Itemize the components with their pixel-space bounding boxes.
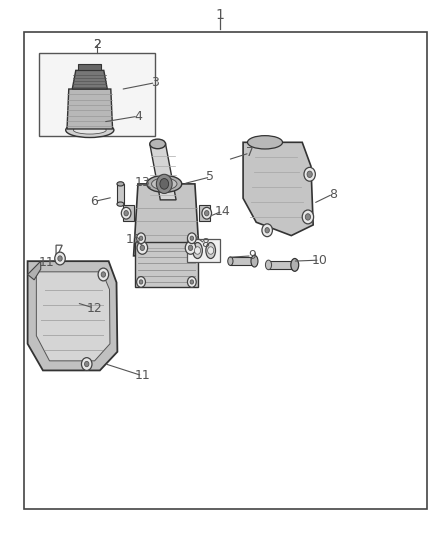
Circle shape xyxy=(101,272,106,277)
Ellipse shape xyxy=(228,257,233,265)
Bar xyxy=(135,242,198,287)
Ellipse shape xyxy=(251,255,258,267)
Bar xyxy=(230,257,254,265)
Ellipse shape xyxy=(291,259,299,271)
Polygon shape xyxy=(134,184,199,256)
Text: 3: 3 xyxy=(152,76,159,89)
Circle shape xyxy=(156,174,172,193)
Polygon shape xyxy=(243,142,313,236)
Text: 8: 8 xyxy=(329,188,337,200)
Text: 15: 15 xyxy=(126,233,142,246)
Ellipse shape xyxy=(206,243,215,259)
Circle shape xyxy=(81,358,92,370)
Text: 1: 1 xyxy=(216,8,225,22)
Polygon shape xyxy=(28,261,41,280)
Text: 9: 9 xyxy=(248,249,256,262)
Circle shape xyxy=(304,167,315,181)
Bar xyxy=(117,184,124,204)
Text: 2: 2 xyxy=(93,38,101,51)
Circle shape xyxy=(262,224,272,237)
Circle shape xyxy=(307,171,312,177)
Circle shape xyxy=(187,233,196,244)
Circle shape xyxy=(137,277,145,287)
Circle shape xyxy=(55,252,65,265)
Polygon shape xyxy=(28,261,117,370)
Text: 5: 5 xyxy=(206,171,214,183)
Circle shape xyxy=(187,277,196,287)
Bar xyxy=(39,53,155,136)
Circle shape xyxy=(85,361,89,367)
Circle shape xyxy=(305,214,311,220)
Text: 13: 13 xyxy=(135,176,151,189)
Circle shape xyxy=(208,247,214,254)
Circle shape xyxy=(190,236,194,240)
Ellipse shape xyxy=(66,123,114,138)
Circle shape xyxy=(188,245,193,251)
Polygon shape xyxy=(72,70,107,89)
Circle shape xyxy=(58,256,62,261)
Ellipse shape xyxy=(147,175,182,192)
Polygon shape xyxy=(36,272,110,361)
Text: 6: 6 xyxy=(90,195,98,208)
Circle shape xyxy=(139,280,143,284)
Circle shape xyxy=(205,211,209,216)
Circle shape xyxy=(202,207,212,219)
Circle shape xyxy=(185,241,196,254)
Circle shape xyxy=(194,247,201,254)
Bar xyxy=(187,239,220,262)
Ellipse shape xyxy=(74,126,106,134)
Ellipse shape xyxy=(117,182,124,186)
Text: 10: 10 xyxy=(312,254,328,266)
Text: 11: 11 xyxy=(134,369,150,382)
Polygon shape xyxy=(123,205,134,221)
Ellipse shape xyxy=(117,202,124,206)
Text: 8: 8 xyxy=(201,237,209,250)
Ellipse shape xyxy=(152,178,177,190)
Text: 4: 4 xyxy=(134,110,142,123)
Ellipse shape xyxy=(265,260,272,270)
Circle shape xyxy=(98,268,109,281)
Bar xyxy=(24,32,427,509)
Text: 2: 2 xyxy=(93,38,101,51)
Circle shape xyxy=(137,241,148,254)
Circle shape xyxy=(302,210,314,224)
Ellipse shape xyxy=(247,136,283,149)
Circle shape xyxy=(265,228,269,233)
Bar xyxy=(78,64,101,70)
Ellipse shape xyxy=(150,139,166,149)
Circle shape xyxy=(124,211,128,216)
Circle shape xyxy=(190,280,194,284)
Polygon shape xyxy=(150,144,176,200)
Circle shape xyxy=(140,245,145,251)
Bar xyxy=(268,261,295,269)
Text: 14: 14 xyxy=(215,205,230,217)
Circle shape xyxy=(160,179,169,189)
Ellipse shape xyxy=(193,243,202,259)
Polygon shape xyxy=(199,205,210,221)
Text: 11: 11 xyxy=(39,256,55,269)
Text: 7: 7 xyxy=(246,147,254,159)
Circle shape xyxy=(139,236,143,240)
Circle shape xyxy=(121,207,131,219)
Text: 12: 12 xyxy=(86,302,102,314)
Polygon shape xyxy=(67,89,113,129)
Circle shape xyxy=(137,233,145,244)
